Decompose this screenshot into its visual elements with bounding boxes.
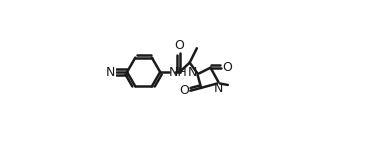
Text: O: O	[179, 84, 189, 97]
Text: O: O	[222, 61, 232, 74]
Text: O: O	[175, 39, 184, 52]
Text: N: N	[188, 66, 197, 79]
Text: N: N	[214, 82, 223, 95]
Text: NH: NH	[169, 66, 188, 78]
Text: N: N	[106, 66, 116, 78]
